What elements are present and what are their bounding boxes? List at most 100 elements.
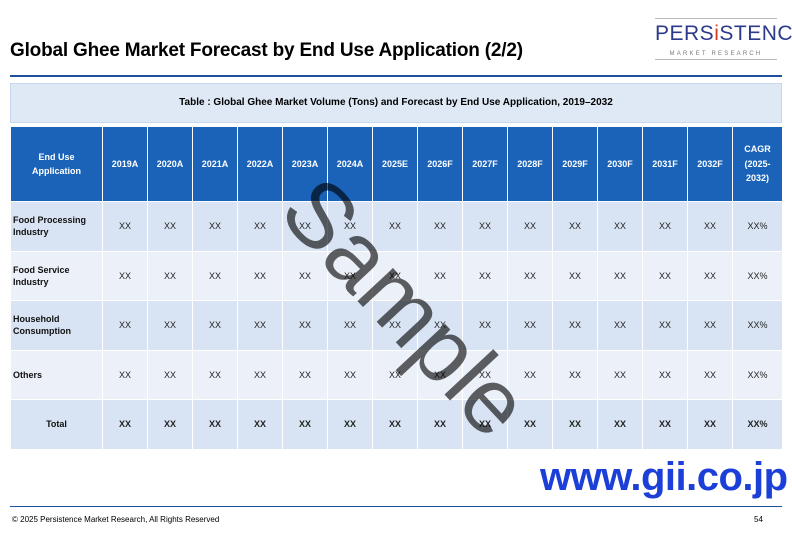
table-cell: XX xyxy=(372,201,418,252)
table-cell: XX xyxy=(147,349,193,400)
row-label: Food Service Industry xyxy=(10,250,103,301)
table-cell: XX xyxy=(327,201,373,252)
table-cell: XX xyxy=(552,399,598,450)
table-cell: XX xyxy=(147,201,193,252)
table-cell: XX xyxy=(642,250,688,301)
table-cell: XX xyxy=(237,201,283,252)
table-cell: XX xyxy=(462,201,508,252)
table-cell: XX xyxy=(102,250,148,301)
table-cell: XX xyxy=(147,399,193,450)
cagr-cell: XX% xyxy=(732,399,783,450)
table-cell: XX xyxy=(687,300,733,351)
table-cell: XX xyxy=(372,300,418,351)
header-year: 2020A xyxy=(147,126,193,202)
table-cell: XX xyxy=(687,250,733,301)
table-cell: XX xyxy=(237,349,283,400)
gii-url-stamp: www.gii.co.jp xyxy=(540,455,788,499)
table-cell: XX xyxy=(372,349,418,400)
table-cell: XX xyxy=(597,250,643,301)
table-cell: XX xyxy=(642,201,688,252)
table-cell: XX xyxy=(597,399,643,450)
table-cell: XX xyxy=(687,349,733,400)
forecast-table: End Use Application 2019A 2020A 2021A 202… xyxy=(10,126,783,450)
table-cell: XX xyxy=(417,201,463,252)
table-cell: XX xyxy=(417,250,463,301)
table-cell: XX xyxy=(507,399,553,450)
header-year: 2019A xyxy=(102,126,148,202)
table-cell: XX xyxy=(327,250,373,301)
logo-wordmark: PERSiSTENCE xyxy=(655,22,792,45)
table-cell: XX xyxy=(597,349,643,400)
table-cell: XX xyxy=(462,300,508,351)
table-cell: XX xyxy=(642,349,688,400)
table-cell: XX xyxy=(507,300,553,351)
table-row: Food Service Industry XX XX XX XX XX XX X… xyxy=(10,250,783,301)
table-cell: XX xyxy=(327,349,373,400)
page-number: 54 xyxy=(754,515,763,524)
row-label: Others xyxy=(10,349,103,400)
table-cell: XX xyxy=(507,201,553,252)
table-caption-box: Table : Global Ghee Market Volume (Tons)… xyxy=(10,83,782,123)
header-year: 2021A xyxy=(192,126,238,202)
table-cell: XX xyxy=(372,399,418,450)
table-cell: XX xyxy=(282,300,328,351)
cagr-cell: XX% xyxy=(732,349,783,400)
table-cell: XX xyxy=(237,250,283,301)
table-cell: XX xyxy=(417,399,463,450)
logo-subtext: MARKET RESEARCH xyxy=(669,51,763,57)
table-cell: XX xyxy=(102,349,148,400)
table-cell: XX xyxy=(462,399,508,450)
table-cell: XX xyxy=(192,250,238,301)
header-cagr: CAGR (2025- 2032) xyxy=(732,126,783,202)
table-cell: XX xyxy=(192,300,238,351)
table-cell: XX xyxy=(327,399,373,450)
table-cell: XX xyxy=(102,300,148,351)
table-cell: XX xyxy=(147,250,193,301)
cagr-cell: XX% xyxy=(732,300,783,351)
table-cell: XX xyxy=(642,300,688,351)
table-cell: XX xyxy=(192,201,238,252)
persistence-logo: PERSiSTENCE MARKET RESEARCH xyxy=(655,18,792,60)
table-cell: XX xyxy=(237,300,283,351)
table-cell: XX xyxy=(192,399,238,450)
row-label: Food Processing Industry xyxy=(10,201,103,252)
page-title: Global Ghee Market Forecast by End Use A… xyxy=(10,40,523,61)
header-year: 2028F xyxy=(507,126,553,202)
header-year: 2022A xyxy=(237,126,283,202)
table-cell: XX xyxy=(282,201,328,252)
table-caption: Table : Global Ghee Market Volume (Tons)… xyxy=(179,97,613,108)
table-row: Household Consumption XX XX XX XX XX XX X… xyxy=(10,300,783,351)
table-cell: XX xyxy=(552,201,598,252)
table-cell: XX xyxy=(282,399,328,450)
table-cell: XX xyxy=(552,349,598,400)
footer-copyright: © 2025 Persistence Market Research, All … xyxy=(12,515,220,524)
table-cell: XX xyxy=(597,300,643,351)
table-cell: XX xyxy=(417,349,463,400)
table-header-row: End Use Application 2019A 2020A 2021A 202… xyxy=(10,126,783,202)
total-label: Total xyxy=(10,399,103,450)
table-cell: XX xyxy=(597,201,643,252)
header-year: 2024A xyxy=(327,126,373,202)
table-cell: XX xyxy=(192,349,238,400)
title-divider xyxy=(10,75,782,77)
header-year: 2029F xyxy=(552,126,598,202)
table-cell: XX xyxy=(687,399,733,450)
row-label: Household Consumption xyxy=(10,300,103,351)
table-cell: XX xyxy=(552,300,598,351)
table-cell: XX xyxy=(462,349,508,400)
cagr-cell: XX% xyxy=(732,250,783,301)
table-cell: XX xyxy=(552,250,598,301)
header-year: 2030F xyxy=(597,126,643,202)
table-cell: XX xyxy=(327,300,373,351)
table-cell: XX xyxy=(687,201,733,252)
table-row: Others XX XX XX XX XX XX XX XX XX XX XX … xyxy=(10,349,783,400)
header-year: 2025E xyxy=(372,126,418,202)
table-total-row: Total XX XX XX XX XX XX XX XX XX XX XX X… xyxy=(10,399,783,450)
table-cell: XX xyxy=(282,250,328,301)
table-cell: XX xyxy=(102,201,148,252)
header-year: 2027F xyxy=(462,126,508,202)
table-cell: XX xyxy=(462,250,508,301)
table-cell: XX xyxy=(102,399,148,450)
table-cell: XX xyxy=(372,250,418,301)
header-year: 2032F xyxy=(687,126,733,202)
